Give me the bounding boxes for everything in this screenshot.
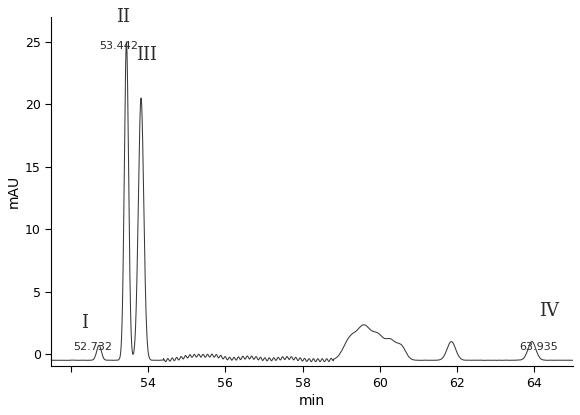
Text: III: III [136,46,157,64]
X-axis label: min: min [299,394,325,408]
Text: I: I [81,313,88,332]
Text: II: II [116,8,130,26]
Text: 63.935: 63.935 [520,342,559,352]
Text: 53.442: 53.442 [100,41,139,51]
Text: 52.732: 52.732 [74,342,113,352]
Y-axis label: mAU: mAU [7,175,21,208]
Text: IV: IV [539,302,559,320]
